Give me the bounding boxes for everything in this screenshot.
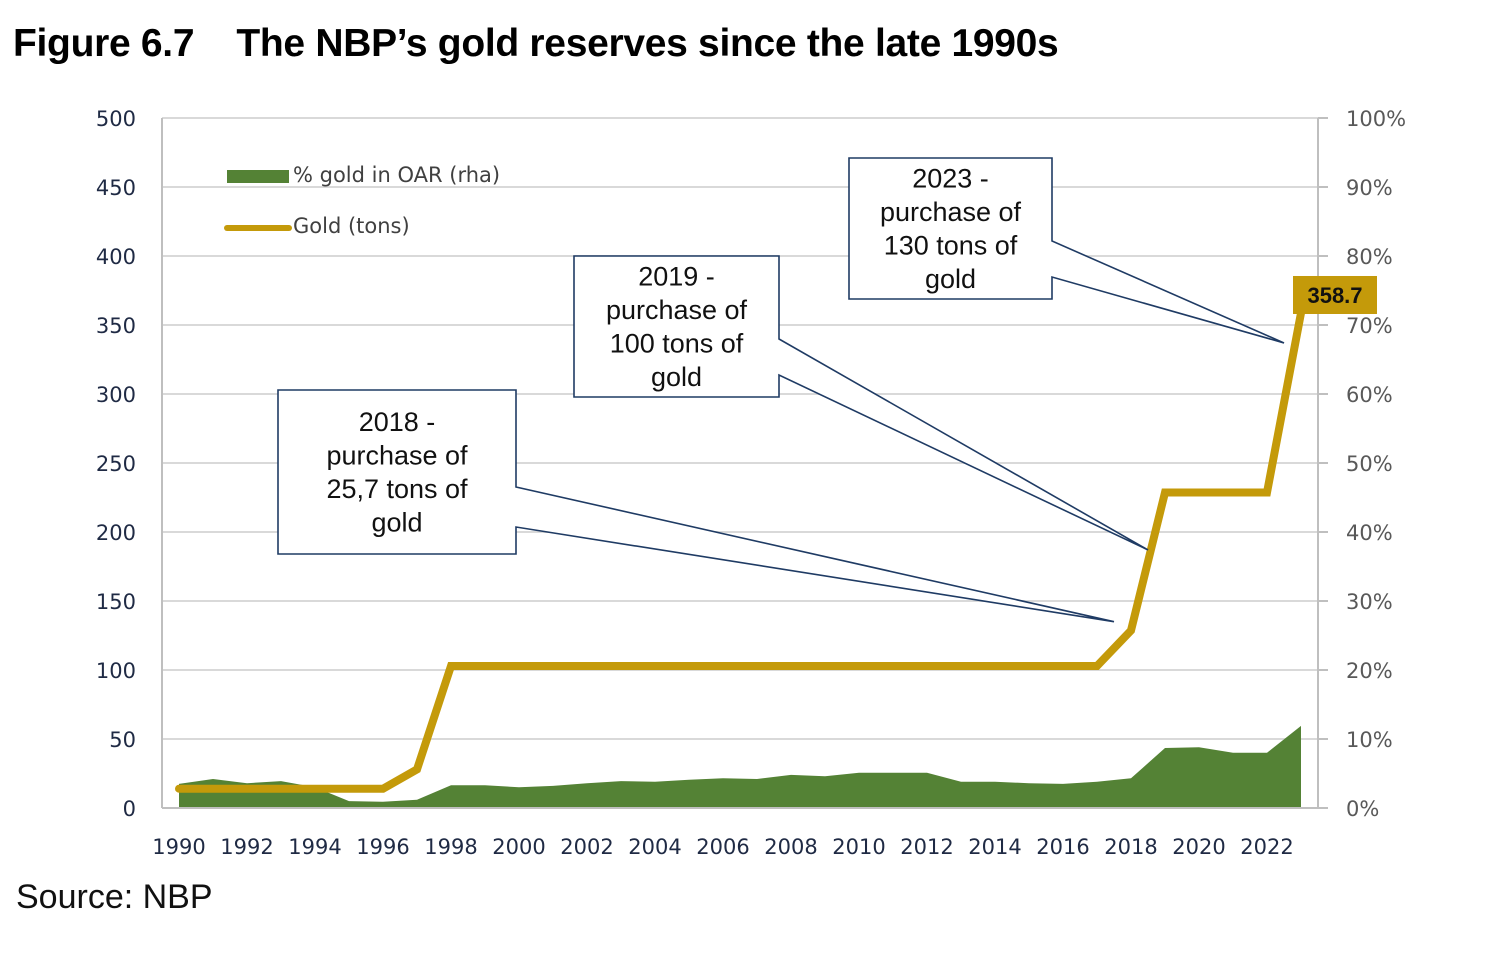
annotation-text-line: 100 tons of bbox=[610, 329, 744, 359]
right-axis-tick-label: 60% bbox=[1346, 383, 1393, 407]
left-axis-tick-label: 250 bbox=[96, 452, 136, 476]
x-axis-tick-label: 2020 bbox=[1172, 835, 1225, 859]
legend-swatch-area bbox=[227, 170, 289, 183]
right-axis-tick-label: 80% bbox=[1346, 245, 1393, 269]
x-axis-tick-label: 2008 bbox=[764, 835, 817, 859]
data-label-background bbox=[1293, 275, 1377, 314]
x-axis-tick-label: 2006 bbox=[696, 835, 749, 859]
x-axis-tick-label: 1998 bbox=[424, 835, 477, 859]
x-axis-tick-label: 1994 bbox=[288, 835, 341, 859]
x-axis-tick-label: 2002 bbox=[560, 835, 613, 859]
right-axis-tick-label: 10% bbox=[1346, 728, 1393, 752]
x-axis-tick-label: 2010 bbox=[832, 835, 885, 859]
area-gold-share-oar bbox=[179, 725, 1301, 808]
data-label-text: 358.7 bbox=[1307, 283, 1362, 308]
legend-label: Gold (tons) bbox=[293, 214, 410, 238]
x-axis-tick-label: 2018 bbox=[1104, 835, 1157, 859]
line-series bbox=[175, 309, 1305, 793]
x-axis-tick-label: 2016 bbox=[1036, 835, 1089, 859]
left-axis-tick-label: 500 bbox=[96, 107, 136, 131]
area-series bbox=[179, 725, 1301, 808]
annotation-box bbox=[277, 389, 1115, 623]
left-axis-tick-label: 450 bbox=[96, 176, 136, 200]
annotation-text-line: gold bbox=[371, 508, 422, 538]
right-axis-tick-label: 40% bbox=[1346, 521, 1393, 545]
axes bbox=[161, 117, 1328, 809]
right-axis-tick-label: 50% bbox=[1346, 452, 1393, 476]
left-axis-tick-label: 0 bbox=[123, 797, 136, 821]
x-axis-tick-label: 2000 bbox=[492, 835, 545, 859]
annotation-text-line: purchase of bbox=[326, 441, 468, 471]
x-axis-tick-label: 1990 bbox=[152, 835, 205, 859]
annotation-text-line: 2018 - bbox=[359, 407, 436, 437]
source-note: Source: NBP bbox=[16, 878, 213, 916]
left-axis-tick-label: 400 bbox=[96, 245, 136, 269]
data-labels: 358.7 bbox=[1293, 275, 1377, 314]
data-label: 358.7 bbox=[1293, 275, 1377, 314]
x-axis-tick-label: 1992 bbox=[220, 835, 273, 859]
legend-label: % gold in OAR (rha) bbox=[293, 163, 500, 187]
tick-labels: 0 0% 50 10% 100 20% 150 30% 200 40% 250 50% 300 60% 35… bbox=[96, 107, 1406, 859]
annotation-box bbox=[848, 157, 1285, 344]
annotation-box bbox=[573, 255, 1149, 551]
x-axis-tick-label: 2012 bbox=[900, 835, 953, 859]
left-axis-tick-label: 100 bbox=[96, 659, 136, 683]
x-axis-tick-label: 2004 bbox=[628, 835, 681, 859]
annotation-text-line: purchase of bbox=[880, 197, 1022, 227]
annotation-text-line: 2023 - bbox=[912, 164, 989, 194]
right-axis-tick-label: 30% bbox=[1346, 590, 1393, 614]
right-axis-tick-label: 20% bbox=[1346, 659, 1393, 683]
right-axis-tick-label: 90% bbox=[1346, 176, 1393, 200]
left-axis-tick-label: 350 bbox=[96, 314, 136, 338]
line-gold-tons bbox=[175, 309, 1305, 793]
right-axis-tick-label: 70% bbox=[1346, 314, 1393, 338]
left-axis-tick-label: 200 bbox=[96, 521, 136, 545]
left-axis-tick-label: 50 bbox=[109, 728, 136, 752]
annotation-text-line: purchase of bbox=[606, 295, 748, 325]
figure-title: Figure 6.7 The NBP’s gold reserves since… bbox=[13, 22, 1059, 65]
left-axis-tick-label: 150 bbox=[96, 590, 136, 614]
annotation-text-line: 25,7 tons of bbox=[326, 474, 468, 504]
x-axis-tick-label: 2014 bbox=[968, 835, 1021, 859]
legend: % gold in OAR (rha) Gold (tons) bbox=[224, 163, 500, 238]
annotation-text-line: 130 tons of bbox=[884, 231, 1018, 261]
annotation-text-line: 2019 - bbox=[638, 262, 715, 292]
x-axis-tick-label: 2022 bbox=[1240, 835, 1293, 859]
right-axis-tick-label: 100% bbox=[1346, 107, 1406, 131]
right-axis-tick-label: 0% bbox=[1346, 797, 1379, 821]
left-axis-tick-label: 300 bbox=[96, 383, 136, 407]
x-axis-tick-label: 1996 bbox=[356, 835, 409, 859]
annotation-text-line: gold bbox=[651, 362, 702, 392]
annotation-text-line: gold bbox=[925, 264, 976, 294]
